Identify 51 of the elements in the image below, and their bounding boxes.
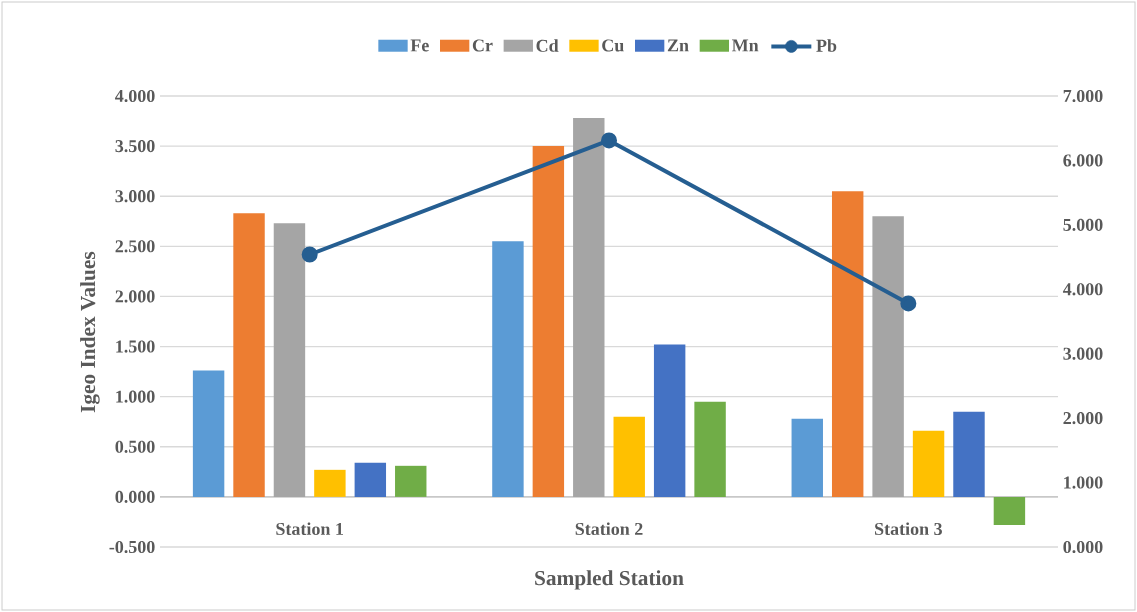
- x-tick-label: Station 3: [875, 522, 942, 536]
- legend-label: Pb: [816, 39, 837, 52]
- legend-label: Cd: [536, 39, 559, 52]
- bar: [613, 416, 645, 497]
- point: [301, 246, 318, 263]
- y2-tick-label: 5.000: [1063, 218, 1103, 231]
- bar: [993, 496, 1026, 525]
- y-tick-label: 1.000: [116, 390, 155, 403]
- bar: [233, 213, 265, 497]
- bar: [573, 118, 605, 497]
- y-tick-label: 4.000: [115, 89, 155, 103]
- y-tick-label: 2.000: [115, 290, 155, 303]
- y2-tick-label: 6.000: [1063, 154, 1103, 167]
- bar: [354, 462, 387, 497]
- legend-label: Fe: [410, 39, 429, 52]
- point: [900, 295, 917, 312]
- y-tick-label: 0.500: [115, 440, 155, 453]
- legend-label: Cr: [472, 39, 493, 52]
- bar: [314, 469, 346, 497]
- bar: [653, 344, 686, 497]
- y2-tick-label: 2.000: [1063, 412, 1103, 425]
- x-tick-label: Station 1: [276, 522, 343, 536]
- bar: [953, 411, 985, 497]
- bar: [912, 430, 945, 497]
- bar: [395, 465, 427, 497]
- y-tick-label: 1.500: [116, 340, 155, 353]
- bar: [791, 418, 823, 497]
- y-tick-label: 3.500: [115, 139, 155, 153]
- y2-tick-label: 1.000: [1064, 476, 1103, 489]
- x-axis-title: Sampled Station: [535, 570, 684, 590]
- y2-tick-label: 7.000: [1063, 89, 1103, 103]
- bar: [872, 216, 904, 497]
- legend-label: Mn: [731, 39, 759, 52]
- y2-tick-label: 4.000: [1062, 283, 1103, 296]
- bar: [694, 401, 726, 497]
- y-axis-title: Igeo Index Values: [80, 251, 100, 413]
- y-tick-label: -0.500: [109, 540, 155, 554]
- bar: [273, 223, 306, 497]
- point: [601, 132, 618, 149]
- bar: [532, 146, 565, 497]
- y-tick-label: 0.000: [115, 490, 155, 503]
- legend-label: Zn: [667, 39, 689, 52]
- y-tick-label: 3.000: [115, 190, 155, 203]
- legend-label: Cu: [602, 39, 624, 52]
- bar: [831, 191, 864, 497]
- y-tick-label: 2.500: [115, 240, 155, 253]
- bar: [192, 370, 225, 497]
- bar: [492, 241, 524, 497]
- y2-tick-label: 0.000: [1063, 540, 1103, 554]
- y2-tick-label: 3.000: [1063, 347, 1103, 360]
- x-tick-label: Station 2: [575, 522, 643, 536]
